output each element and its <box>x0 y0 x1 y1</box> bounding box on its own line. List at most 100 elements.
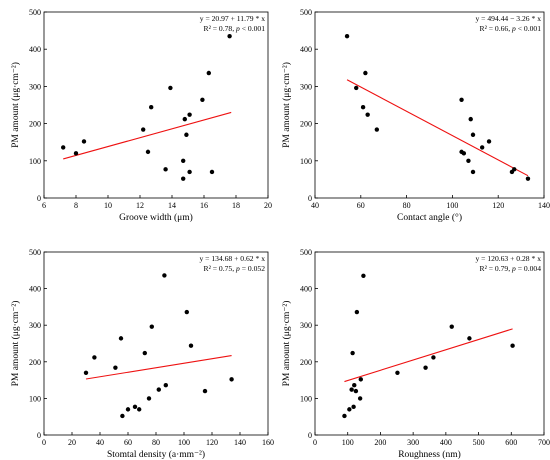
chart-roughness: 0 100 200 300 400 500 600 700 0 100 200 300 400 500 Ro… <box>281 248 550 460</box>
data-point <box>342 413 347 419</box>
y-tick-label: 500 <box>300 8 312 17</box>
regression-equation: y = 494.44 − 3.26 * x <box>475 14 541 23</box>
data-point <box>352 383 357 388</box>
data-point <box>431 355 436 360</box>
y-tick-label: 300 <box>300 321 312 330</box>
x-tick-label: 40 <box>311 201 319 210</box>
data-point <box>206 70 211 76</box>
r2-text: R² = 0.66, <box>480 24 513 33</box>
x-tick-label: 140 <box>538 201 550 210</box>
data-point <box>470 132 476 137</box>
data-point <box>209 169 215 175</box>
x-tick-label: 500 <box>473 438 485 447</box>
data-point <box>395 370 400 375</box>
x-tick-label: 120 <box>206 438 218 447</box>
y-tick-label: 500 <box>29 8 41 17</box>
data-point <box>479 145 485 150</box>
y-tick-label: 500 <box>29 248 41 257</box>
x-tick-label: 8 <box>74 201 78 210</box>
x-tick-label: 40 <box>96 438 104 447</box>
data-point <box>187 169 192 175</box>
y-tick-label: 400 <box>300 285 312 294</box>
x-tick-label: 700 <box>538 438 550 447</box>
data-point <box>351 404 356 410</box>
p-value: < 0.001 <box>516 24 541 33</box>
y-tick-label: 200 <box>300 120 312 129</box>
data-point <box>449 324 454 329</box>
data-point <box>146 396 152 401</box>
x-tick-label: 300 <box>407 438 419 447</box>
x-tick-label: 100 <box>178 438 190 447</box>
x-tick-label: 200 <box>374 438 386 447</box>
x-tick-label: 6 <box>42 201 46 210</box>
data-point <box>125 407 131 412</box>
data-point <box>83 370 89 375</box>
data-point <box>374 127 380 132</box>
data-point <box>81 139 87 144</box>
y-tick-label: 100 <box>29 157 41 166</box>
x-axis-title: Stomtal density (a·mm⁻²) <box>107 449 205 460</box>
data-point <box>120 413 125 419</box>
x-tick-label: 80 <box>403 201 411 210</box>
data-point <box>181 158 186 163</box>
y-tick-label: 400 <box>29 285 41 294</box>
data-point <box>141 127 146 132</box>
data-point <box>486 139 492 144</box>
y-tick-label: 100 <box>300 157 312 166</box>
chart-stomatal: 0 20 40 60 80 100 120 140 160 0 100 200 300 400 500 Sto… <box>10 248 274 460</box>
x-tick-label: 140 <box>234 438 246 447</box>
regression-stats: R² = 0.75, p = 0.052 <box>204 264 266 273</box>
y-tick-label: 400 <box>300 45 312 54</box>
data-point <box>349 387 354 392</box>
y-tick-label: 200 <box>29 120 41 129</box>
data-point <box>423 365 428 370</box>
y-tick-label: 300 <box>29 82 41 91</box>
data-point <box>181 176 186 181</box>
y-axis-title: PM amount (μg·cm⁻²) <box>281 301 292 387</box>
fit-line <box>85 355 232 380</box>
x-axis-title: Contact angle (°) <box>397 212 462 223</box>
data-point <box>184 309 189 315</box>
data-point <box>512 167 517 172</box>
data-point <box>132 404 138 410</box>
data-point <box>142 350 147 356</box>
data-point <box>467 336 472 341</box>
data-point <box>459 97 464 102</box>
x-tick-label: 20 <box>68 438 76 447</box>
y-tick-label: 0 <box>308 431 312 440</box>
data-point <box>182 116 187 122</box>
p-symbol: p <box>511 264 516 273</box>
x-axis-title: Roughness (nm) <box>398 449 461 460</box>
data-point <box>200 97 205 102</box>
p-value: = 0.052 <box>240 264 265 273</box>
r2-text: R² = 0.78, <box>204 24 237 33</box>
data-point <box>184 132 189 137</box>
p-symbol: p <box>511 24 516 33</box>
x-tick-label: 600 <box>505 438 517 447</box>
data-point <box>365 112 370 117</box>
data-point <box>461 151 467 156</box>
data-point <box>363 70 368 76</box>
data-point <box>350 350 355 356</box>
x-tick-label: 60 <box>357 201 365 210</box>
x-tick-label: 12 <box>136 201 144 210</box>
data-point <box>358 377 363 382</box>
x-tick-label: 100 <box>446 201 458 210</box>
y-axis-title: PM amount (μg·cm⁻²) <box>10 62 21 148</box>
data-point <box>344 33 350 39</box>
data-point <box>202 388 208 394</box>
y-tick-label: 400 <box>29 45 41 54</box>
data-point <box>353 388 359 394</box>
regression-equation: y = 20.97 + 11.79 * x <box>200 14 265 23</box>
p-symbol: p <box>235 264 240 273</box>
x-axis-title: Groove width (μm) <box>119 212 193 223</box>
x-tick-label: 20 <box>264 201 272 210</box>
data-point <box>525 176 531 181</box>
data-point <box>468 116 473 122</box>
data-point <box>347 407 352 412</box>
y-tick-label: 200 <box>300 358 312 367</box>
fit-line <box>63 111 232 160</box>
data-point <box>227 33 232 39</box>
